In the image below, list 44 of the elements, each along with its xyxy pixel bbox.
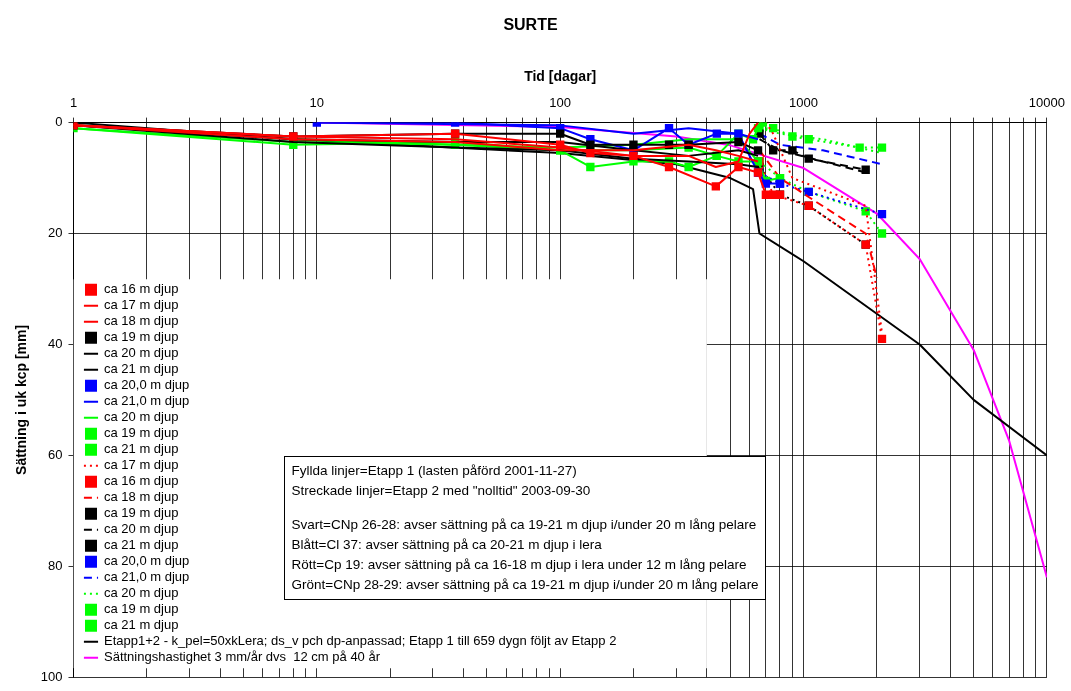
legend-label: ca 17 m djup bbox=[103, 457, 179, 473]
annotation: Rött=Cp 19: avser sättning på ca 16-18 m djup i lera under 12 m lång pelare bbox=[291, 555, 748, 574]
legend-label: ca 16 m djup bbox=[103, 281, 179, 297]
y-tick-label: 60 bbox=[48, 446, 63, 462]
x-tick-label: 10 bbox=[309, 95, 325, 111]
legend-label: ca 19 m djup bbox=[103, 601, 179, 617]
x-tick-label: 1 bbox=[69, 95, 78, 111]
x-axis-title: Tid [dagar] bbox=[524, 68, 597, 85]
y-tick-label: 80 bbox=[48, 557, 63, 573]
legend-label: ca 19 m djup bbox=[103, 425, 179, 441]
chart-title: SURTE bbox=[503, 16, 558, 34]
x-tick-label: 1000 bbox=[789, 95, 819, 111]
legend-label: ca 20 m djup bbox=[103, 521, 179, 537]
legend-label: ca 21,0 m djup bbox=[103, 393, 190, 409]
legend-label: ca 21 m djup bbox=[103, 537, 179, 553]
legend-label: Etapp1+2 - k_pel=50xkLera; ds_v pch dp-anpassad; Etapp 1 till 659 dygn följt av Etapp 2 bbox=[103, 633, 617, 649]
annotation: Streckade linjer=Etapp 2 med "nolltid" 2003-09-30 bbox=[291, 481, 592, 500]
legend-label: Sättningshastighet 3 mm/år dvs 12 cm på 40 år bbox=[103, 649, 381, 665]
legend-label: ca 20 m djup bbox=[103, 409, 179, 425]
x-tick-label: 10000 bbox=[1028, 95, 1065, 111]
legend-label: ca 21 m djup bbox=[103, 361, 179, 377]
annotation: Fyllda linjer=Etapp 1 (lasten påförd 2001-11-27) bbox=[291, 461, 578, 480]
annotation: Svart=CNp 26-28: avser sättning på ca 19-21 m djup i/under 20 m lång pelare bbox=[291, 515, 758, 534]
legend-label: ca 21 m djup bbox=[103, 617, 179, 633]
annotation: Blått=Cl 37: avser sättning på ca 20-21 m djup i lera bbox=[291, 535, 603, 554]
y-axis-title: Sättning i uk kcp [mm] bbox=[13, 324, 30, 475]
legend-label: ca 18 m djup bbox=[103, 313, 179, 329]
x-tick-label: 100 bbox=[549, 95, 572, 111]
legend-label: ca 16 m djup bbox=[103, 473, 179, 489]
y-tick-label: 40 bbox=[48, 336, 63, 352]
legend-label: ca 21,0 m djup bbox=[103, 569, 190, 585]
legend-label: ca 19 m djup bbox=[103, 329, 179, 345]
legend-label: ca 18 m djup bbox=[103, 489, 179, 505]
legend-label: ca 17 m djup bbox=[103, 297, 179, 313]
legend-label: ca 19 m djup bbox=[103, 505, 179, 521]
y-tick-label: 0 bbox=[55, 114, 63, 130]
legend-label: ca 20,0 m djup bbox=[103, 377, 190, 393]
y-tick-label: 20 bbox=[48, 225, 63, 241]
legend-label: ca 20,0 m djup bbox=[103, 553, 190, 569]
legend-label: ca 20 m djup bbox=[103, 585, 179, 601]
legend-label: ca 20 m djup bbox=[103, 345, 179, 361]
annotation: Grönt=CNp 28-29: avser sättning på ca 19-21 m djup i/under 20 m lång pelare bbox=[291, 575, 759, 594]
legend-label: ca 21 m djup bbox=[103, 441, 179, 457]
y-tick-label: 100 bbox=[40, 668, 63, 684]
